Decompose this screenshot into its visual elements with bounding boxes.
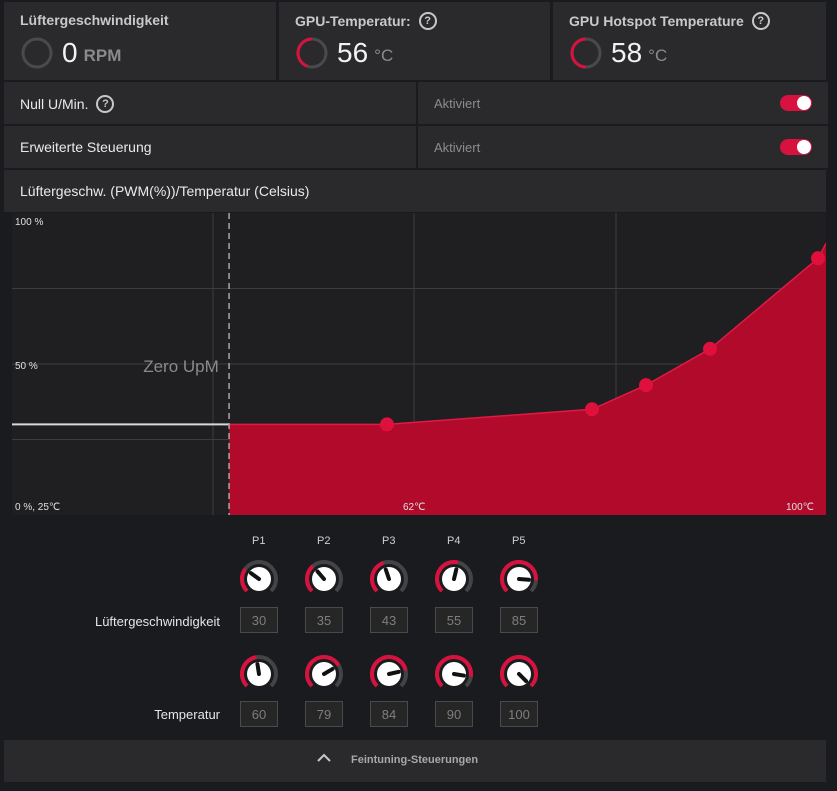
fan-knob-p5[interactable]	[498, 558, 540, 600]
fan-value-input[interactable]: 55	[435, 607, 473, 633]
curve-point-p2[interactable]	[585, 402, 599, 417]
point-label: P2	[317, 535, 331, 547]
zero-rpm-status: Aktiviert	[434, 96, 481, 111]
curve-point-p1[interactable]	[380, 417, 394, 432]
temp-value-input[interactable]: 60	[240, 701, 278, 727]
fan-knob-p2[interactable]	[303, 558, 345, 600]
curve-point-p4[interactable]	[703, 341, 717, 356]
fan-value-input[interactable]: 35	[305, 607, 343, 633]
chevron-up-icon	[317, 753, 331, 762]
help-icon[interactable]: ?	[418, 12, 437, 30]
curve-title-row: Lüftergeschw. (PWM(%))/Temperatur (Celsi…	[4, 170, 826, 212]
advanced-control-toggle[interactable]	[780, 139, 812, 155]
fan-knob-p3[interactable]	[368, 558, 410, 600]
fan-speed-value: 0	[62, 37, 78, 68]
curve-point-p3[interactable]	[639, 378, 653, 393]
temp-knob-p2[interactable]	[303, 653, 345, 695]
curve-fill	[229, 243, 826, 515]
hotspot-temp-unit: °C	[648, 46, 668, 65]
fan-speed-row-label: Lüftergeschwindigkeit	[94, 614, 220, 629]
fan-value-input[interactable]: 43	[370, 607, 408, 633]
hotspot-gauge-icon	[570, 37, 602, 69]
fan-speed-title: Lüftergeschwindigkeit	[20, 12, 169, 28]
curve-point-p5[interactable]	[811, 251, 825, 266]
temp-knob-p3[interactable]	[368, 653, 410, 695]
temp-value-input[interactable]: 84	[370, 701, 408, 727]
fan-knob-p1[interactable]	[238, 558, 280, 600]
fine-tuning-toggle[interactable]: Feintuning-Steuerungen	[4, 740, 826, 782]
y-tick-label-100: 100 %	[15, 217, 43, 228]
gpu-temp-unit: °C	[374, 46, 394, 65]
fan-gauge-icon	[21, 37, 53, 69]
temperature-row-label: Temperatur	[154, 707, 220, 722]
help-icon[interactable]: ?	[751, 12, 770, 30]
point-label: P1	[252, 535, 266, 547]
curve-title: Lüftergeschw. (PWM(%))/Temperatur (Celsi…	[20, 183, 310, 199]
fan-speed-unit: RPM	[83, 46, 122, 65]
temp-value-input[interactable]: 79	[305, 701, 343, 727]
advanced-control-row: Erweiterte Steuerung Aktiviert	[4, 126, 828, 168]
point-label: P5	[512, 535, 526, 547]
advanced-control-label: Erweiterte Steuerung	[20, 139, 152, 155]
fine-tuning-label: Feintuning-Steuerungen	[351, 754, 479, 766]
temp-knob-p4[interactable]	[433, 653, 475, 695]
zero-rpm-label: Null U/Min.	[20, 96, 89, 112]
temp-value-input[interactable]: 90	[435, 701, 473, 727]
zero-rpm-row: Null U/Min.? Aktiviert	[4, 82, 828, 124]
point-label: P3	[382, 535, 396, 547]
y-tick-label-0: 0 %, 25℃	[15, 502, 60, 513]
point-label: P4	[447, 535, 461, 547]
temp-knob-p5[interactable]	[498, 653, 540, 695]
fan-value-input[interactable]: 30	[240, 607, 278, 633]
temp-value-input[interactable]: 100	[500, 701, 538, 727]
fan-value-input[interactable]: 85	[500, 607, 538, 633]
x-tick-label-100: 100℃	[786, 502, 814, 513]
hotspot-temp-title: GPU Hotspot Temperature	[569, 13, 744, 29]
zero-rpm-toggle[interactable]	[780, 95, 812, 111]
gpu-temp-gauge-icon	[296, 37, 328, 69]
gpu-temp-title: GPU-Temperatur:	[295, 13, 411, 29]
zero-rpm-region-label: Zero UpM	[143, 357, 219, 376]
help-icon[interactable]: ?	[96, 95, 115, 113]
y-tick-label-50: 50 %	[15, 361, 38, 372]
temp-knob-p1[interactable]	[238, 653, 280, 695]
x-tick-label-62: 62℃	[403, 502, 425, 513]
advanced-control-status: Aktiviert	[434, 140, 481, 155]
fan-speed-panel: Lüftergeschwindigkeit 0 RPM	[4, 2, 276, 80]
gpu-temp-panel: GPU-Temperatur:? 56 °C	[279, 2, 550, 80]
fan-knob-p4[interactable]	[433, 558, 475, 600]
fan-curve-chart[interactable]: Zero UpM 100 % 50 % 0 %, 25℃ 62℃ 100℃	[12, 213, 826, 515]
chart-points[interactable]	[380, 251, 825, 432]
hotspot-temp-value: 58	[611, 37, 643, 68]
hotspot-temp-panel: GPU Hotspot Temperature? 58 °C	[553, 2, 826, 80]
gpu-temp-value: 56	[337, 37, 369, 68]
